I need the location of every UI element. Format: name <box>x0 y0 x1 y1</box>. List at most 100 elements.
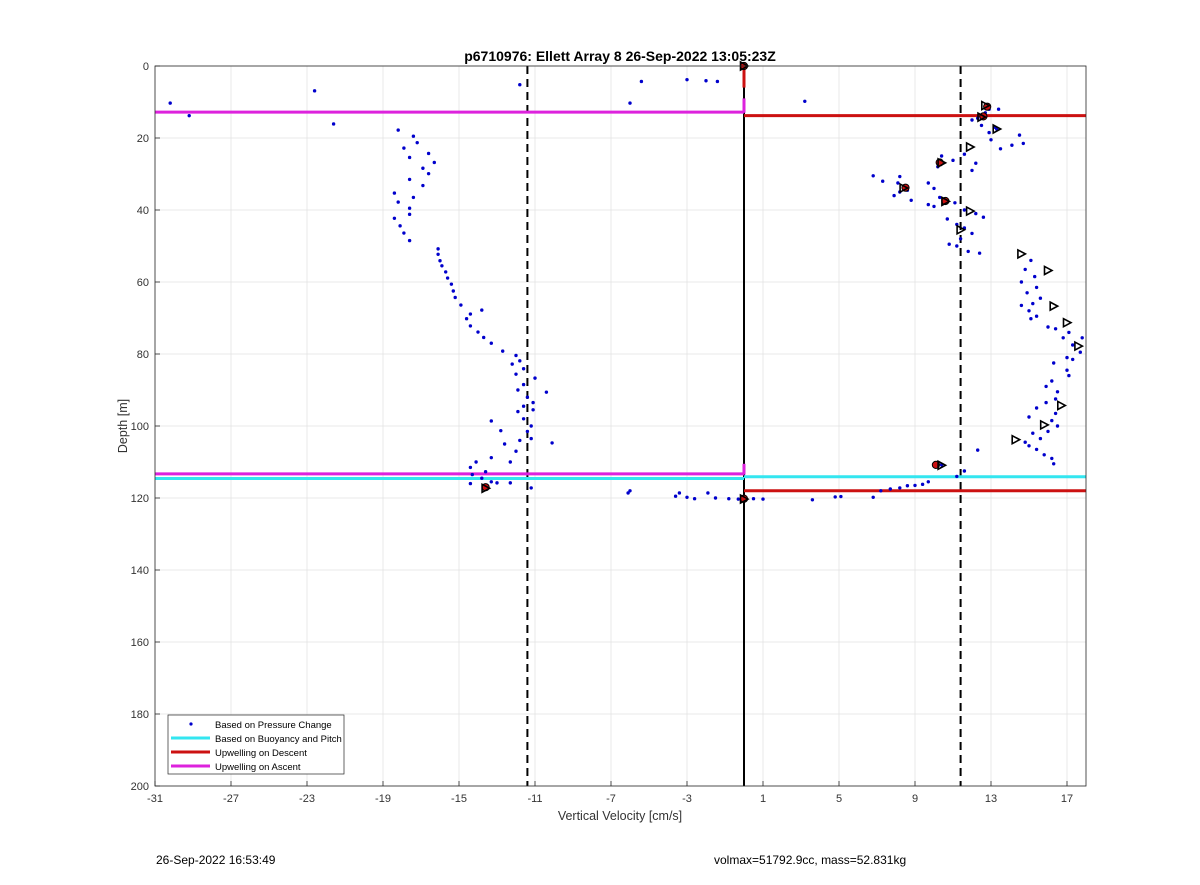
pressure-point <box>706 491 710 495</box>
pressure-point <box>898 174 902 179</box>
pressure-point <box>407 212 412 217</box>
pressure-point <box>502 442 507 446</box>
pressure-point <box>331 122 336 126</box>
pressure-point <box>398 224 402 228</box>
triangle-marker <box>1017 248 1028 260</box>
triangle-marker <box>1062 317 1073 329</box>
chart-title: p6710976: Ellett Array 8 26-Sep-2022 13:… <box>464 48 776 64</box>
legend-label-descent: Upwelling on Descent <box>215 748 307 759</box>
triangle-marker <box>956 224 967 236</box>
pressure-point <box>407 206 412 210</box>
x-tick-label: 1 <box>760 793 766 805</box>
pressure-point <box>483 470 488 474</box>
pressure-point <box>476 330 480 334</box>
pressure-point <box>1033 274 1037 279</box>
pressure-point <box>979 123 984 128</box>
pressure-point <box>1080 336 1084 340</box>
pressure-point <box>976 448 980 452</box>
pressure-point <box>962 469 967 473</box>
pressure-point <box>480 476 484 480</box>
pressure-point <box>489 455 493 460</box>
triangle-marker <box>481 482 492 494</box>
pressure-point <box>871 174 875 178</box>
pressure-point <box>407 155 412 160</box>
x-axis-label: Vertical Velocity [cm/s] <box>558 809 682 823</box>
pressure-point <box>1053 411 1058 416</box>
x-tick-label: -7 <box>606 793 616 805</box>
pressure-point <box>704 79 708 83</box>
pressure-point <box>168 101 172 105</box>
pressure-point <box>1034 285 1039 290</box>
triangle-marker <box>1049 300 1060 312</box>
segments <box>155 66 1086 493</box>
pressure-point <box>1046 429 1050 434</box>
pressure-point <box>444 270 448 274</box>
pressure-point <box>531 400 535 405</box>
pressure-point <box>713 496 718 500</box>
pressure-point <box>501 349 505 353</box>
pressure-point <box>489 480 493 484</box>
pressure-point <box>909 198 913 202</box>
pressure-point <box>1046 325 1050 329</box>
pressure-point <box>1052 462 1056 466</box>
pressure-point <box>415 140 419 145</box>
pressure-point <box>482 335 486 340</box>
pressure-point <box>970 231 974 236</box>
y-tick-label: 100 <box>131 421 149 433</box>
y-tick-label: 20 <box>137 133 149 145</box>
triangle-marker <box>1011 434 1022 446</box>
pressure-point <box>531 408 535 412</box>
grid <box>154 65 1086 787</box>
pressure-point <box>966 249 970 254</box>
pressure-point <box>407 238 412 243</box>
pressure-point <box>1023 440 1027 444</box>
pressure-point <box>438 259 442 263</box>
triangle-marker <box>981 100 991 111</box>
pressure-point <box>1067 330 1071 335</box>
pressure-point <box>514 449 518 453</box>
legend: Based on Pressure Change Based on Buoyan… <box>167 714 345 775</box>
pressure-point <box>926 202 930 207</box>
pressure-point <box>839 494 843 499</box>
pressure-point <box>1038 436 1043 441</box>
pressure-point <box>426 151 431 156</box>
pressure-point <box>525 429 530 434</box>
pressure-point <box>953 201 957 205</box>
pressure-point <box>1071 357 1075 362</box>
x-tick-label: -23 <box>299 793 315 805</box>
legend-box <box>167 714 345 775</box>
x-tick-label: -3 <box>682 793 692 805</box>
pressure-point <box>1034 447 1039 452</box>
pressure-point <box>544 390 549 394</box>
pressure-point <box>470 472 474 477</box>
pressure-point <box>626 491 630 495</box>
x-tick-label: 17 <box>1061 793 1073 805</box>
pressure-point <box>407 177 412 182</box>
pressure-point <box>974 211 978 216</box>
pressure-point <box>955 474 959 479</box>
pressure-point <box>1017 133 1022 137</box>
pressure-point <box>402 231 406 235</box>
triangle-marker <box>965 141 976 153</box>
x-tick-label: -19 <box>375 793 391 805</box>
pressure-point <box>510 362 514 366</box>
pressure-points <box>168 77 1084 502</box>
pressure-point <box>421 183 425 188</box>
pressure-point <box>955 244 959 248</box>
footer-timestamp: 26-Sep-2022 16:53:49 <box>156 853 276 867</box>
y-tick-label: 120 <box>131 493 149 505</box>
pressure-point <box>1065 355 1069 360</box>
pressure-point <box>1025 291 1029 295</box>
pressure-point <box>871 495 875 499</box>
pressure-point <box>514 372 518 376</box>
pressure-point <box>521 417 526 421</box>
pressure-point <box>464 317 469 321</box>
pressure-point <box>499 428 503 433</box>
pressure-point <box>1027 415 1031 419</box>
pressure-point <box>1053 397 1058 401</box>
pressure-point <box>480 308 484 312</box>
x-tick-label: -11 <box>527 793 542 805</box>
pressure-point <box>459 303 463 307</box>
y-tick-label: 40 <box>137 205 149 217</box>
